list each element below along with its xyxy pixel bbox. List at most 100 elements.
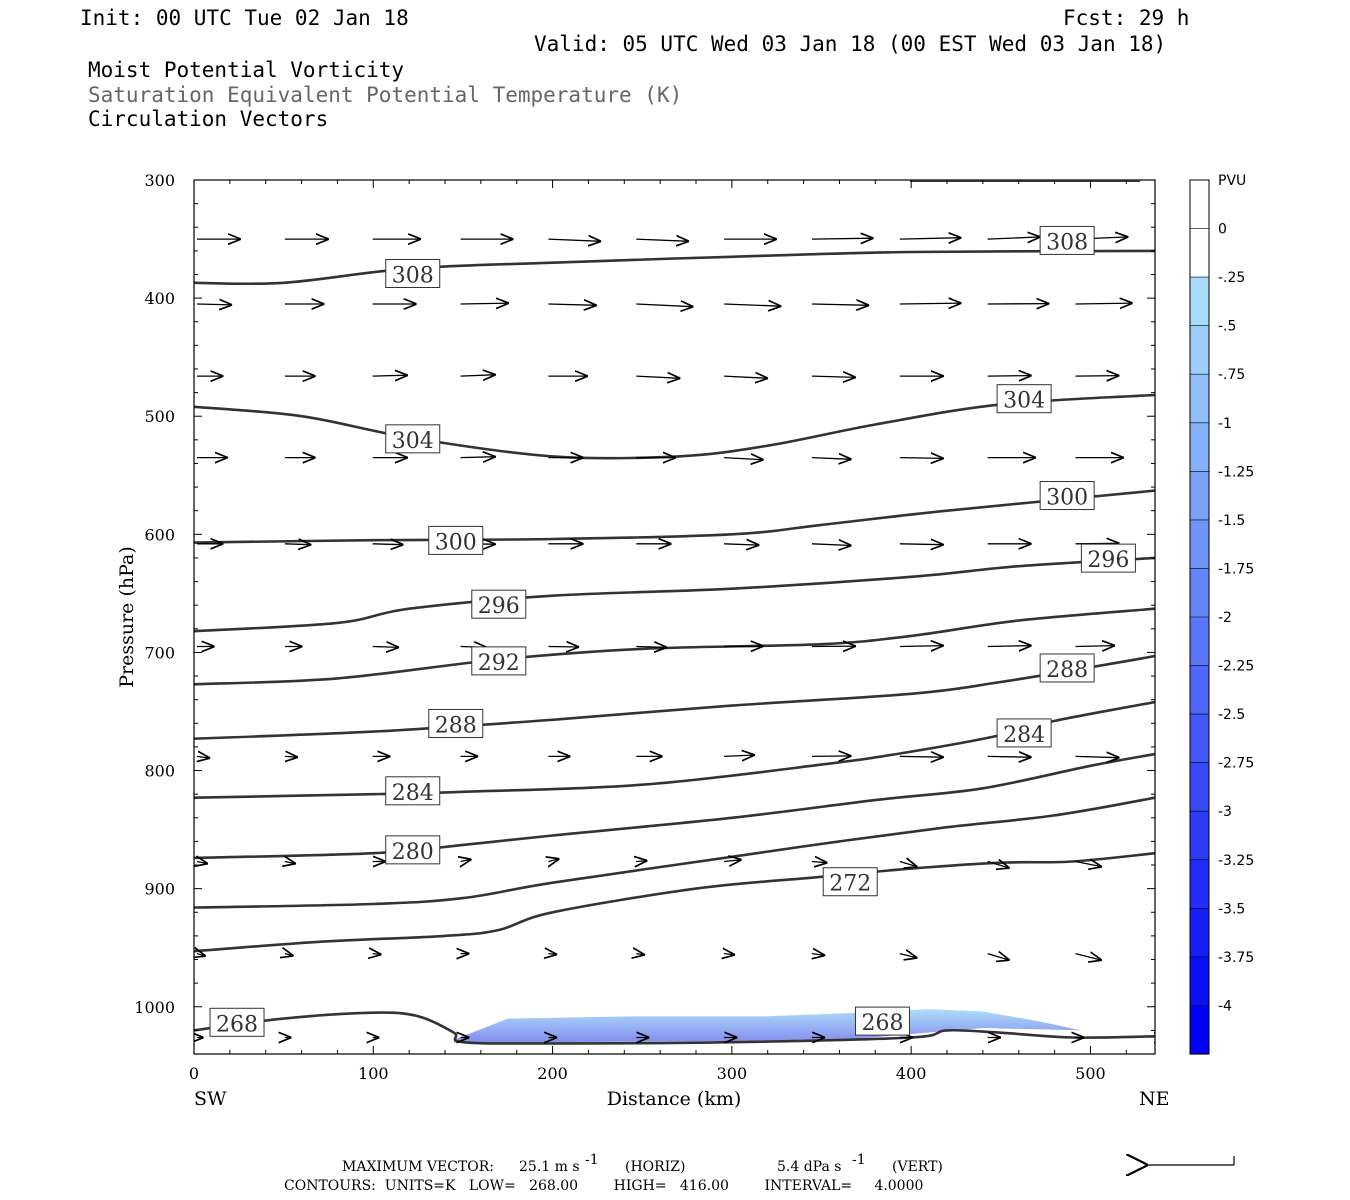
circulation-vector	[285, 862, 296, 864]
contour-label-box-284	[385, 776, 441, 806]
colorbar-segment	[1190, 325, 1209, 375]
contour-label-296: 296	[1087, 548, 1129, 573]
contour-308	[194, 249, 1155, 286]
colorbar-tick-label: -2.25	[1218, 659, 1254, 675]
y-tick-label: 400	[144, 289, 175, 308]
circulation-vector	[899, 238, 962, 239]
colorbar-tick-label: -3.75	[1218, 950, 1254, 966]
y-tick-label: 1000	[134, 998, 175, 1017]
circulation-vector	[1158, 862, 1180, 864]
circulation-vector	[636, 304, 693, 307]
circulation-vector	[812, 954, 825, 956]
circulation-vector	[724, 954, 735, 955]
contour-label-box-296	[471, 589, 527, 619]
contour-label-272: 272	[829, 872, 871, 897]
contour-label-box-288	[428, 708, 484, 738]
forecast-hour: Fcst: 29 h	[1063, 6, 1189, 30]
circulation-vector	[460, 457, 496, 458]
circulation-vector	[1075, 376, 1120, 377]
circulation-vector	[636, 954, 645, 955]
colorbar-segment	[1190, 665, 1209, 715]
contour-label-304: 304	[1003, 389, 1045, 414]
colorbar-tick-label: -1.25	[1218, 464, 1254, 480]
circulation-vector	[1075, 862, 1102, 867]
colorbar-segment	[1190, 956, 1209, 1007]
colorbar-segment	[1190, 180, 1209, 230]
contour-292	[194, 607, 1155, 686]
circulation-vector	[372, 375, 408, 376]
colorbar-segment	[1190, 519, 1209, 570]
colorbar-tick-label: -3	[1218, 804, 1232, 820]
colorbar-tick-label: 0	[1218, 222, 1227, 238]
x-tick-label: 0	[189, 1064, 199, 1083]
circulation-vector	[724, 304, 781, 306]
circulation-vector	[373, 954, 382, 955]
init-time: Init: 00 UTC Tue 02 Jan 18	[80, 6, 409, 30]
x-tick-label: 100	[358, 1064, 389, 1083]
circulation-vector	[284, 544, 311, 545]
theta-e-contours	[194, 249, 1155, 1045]
circulation-vector	[811, 238, 874, 239]
contour-label-box-300	[1039, 481, 1095, 511]
circulation-vector	[899, 303, 962, 304]
colorbar-tick-label: -2.75	[1218, 756, 1254, 772]
circulation-vector	[636, 239, 689, 241]
y-tick-label: 500	[144, 407, 175, 426]
x-tick-label: 200	[537, 1064, 568, 1083]
colorbar-segment	[1190, 762, 1209, 812]
circulation-vector	[548, 647, 579, 648]
circulation-vector	[1158, 954, 1180, 956]
circulation-vector	[724, 860, 742, 862]
colorbar-tick-label: -2	[1218, 610, 1232, 626]
x-axis-label: Distance (km)	[607, 1088, 742, 1110]
circulation-vector	[460, 375, 496, 376]
circulation-vector	[987, 862, 1010, 869]
contour-label-box-292	[471, 646, 527, 676]
colorbar-tick-label: -.5	[1218, 319, 1236, 335]
colorbar-tick-label: -1.75	[1218, 561, 1254, 577]
circulation-vector	[899, 862, 918, 867]
circulation-vector	[548, 859, 559, 862]
circulation-vector	[285, 954, 294, 956]
contour-labels: 308 308 304 304 300 300 296 296 292 288 288 284 284 2…	[209, 225, 1136, 1037]
circulation-vector	[899, 458, 944, 459]
colorbar-segment	[1190, 1005, 1209, 1055]
circulation-vector	[372, 544, 404, 545]
contour-label-box-308	[1039, 225, 1095, 255]
circulation-vector	[548, 304, 596, 305]
circulation-vector	[548, 954, 557, 955]
contour-label-box-272	[822, 867, 878, 897]
circulation-vector	[987, 756, 1032, 757]
contour-label-box-304	[385, 424, 441, 454]
circulation-vector	[1075, 646, 1116, 647]
contour-296	[194, 556, 1155, 633]
circulation-vector	[811, 862, 827, 863]
colorbar-segment	[1190, 617, 1209, 667]
circulation-vector	[811, 304, 869, 305]
y-tick-label: 600	[144, 525, 175, 544]
colorbar-segment	[1190, 277, 1209, 327]
colorbar-tick-label: -4	[1218, 998, 1232, 1014]
circulation-vector	[197, 862, 208, 864]
circulation-vector	[724, 376, 768, 378]
max-vert-exponent: -1	[852, 1152, 866, 1168]
contour-label-box-308	[385, 258, 441, 288]
circulation-vector	[811, 376, 856, 377]
circulation-vector	[724, 755, 755, 756]
contour-label-284: 284	[1003, 723, 1045, 748]
valid-time: Valid: 05 UTC Wed 03 Jan 18 (00 EST Wed …	[534, 32, 1166, 56]
contour-label-box-300	[428, 525, 484, 555]
contour-label-308: 308	[1046, 230, 1088, 255]
colorbar-segment	[1190, 471, 1209, 521]
y-tick-label: 900	[144, 880, 175, 899]
colorbar-tick-label: -1	[1218, 416, 1232, 432]
max-horiz-units: (HORIZ)	[625, 1159, 685, 1175]
contour-304	[194, 393, 1155, 460]
left-endpoint-label: SW	[194, 1088, 227, 1110]
colorbar-segment	[1190, 859, 1209, 909]
circulation-vector	[724, 544, 759, 545]
pv-shading-layer	[454, 1009, 1082, 1043]
y-axis-label: Pressure (hPa)	[116, 546, 138, 688]
circulation-vector	[548, 239, 601, 241]
